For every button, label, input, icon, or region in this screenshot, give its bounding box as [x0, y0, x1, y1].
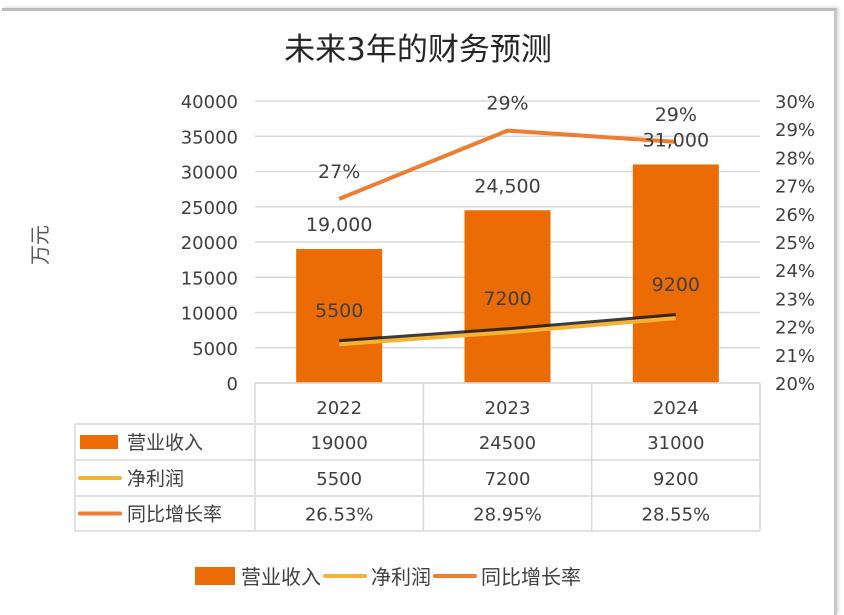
x-category-label: 2023	[485, 398, 531, 419]
legend-label: 营业收入	[241, 565, 321, 589]
y-tick-label: 0	[227, 374, 238, 395]
bar-2022	[296, 249, 383, 383]
y2-tick-label: 29%	[775, 120, 815, 141]
y2-tick-label: 20%	[775, 374, 815, 395]
profit-data-label: 9200	[652, 274, 700, 296]
y-tick-label: 15000	[181, 268, 238, 289]
profit-data-label: 7200	[483, 288, 531, 310]
growth-data-label: 29%	[655, 104, 697, 126]
bar-2024	[632, 164, 719, 383]
y2-tick-label: 22%	[775, 318, 815, 339]
table-series-name: 净利润	[127, 468, 184, 490]
profit-line	[339, 316, 677, 347]
legend-label: 同比增长率	[481, 565, 581, 589]
y-tick-label: 35000	[181, 127, 238, 148]
bar-data-label: 19,000	[306, 214, 372, 236]
growth-line	[338, 128, 676, 201]
growth-data-label: 27%	[318, 161, 360, 183]
chart-title: 未来3年的财务预测	[284, 32, 552, 68]
legend-key-bar	[80, 435, 118, 449]
y2-tick-label: 30%	[775, 92, 815, 113]
bar-data-label: 31,000	[643, 129, 709, 151]
table-cell: 19000	[311, 433, 368, 454]
y-tick-label: 30000	[181, 163, 238, 184]
table-cell: 24500	[479, 433, 536, 454]
y2-tick-label: 28%	[775, 148, 815, 169]
x-category-label: 2022	[316, 398, 362, 419]
y2-tick-label: 25%	[775, 233, 815, 254]
y2-tick-label: 26%	[775, 205, 815, 226]
profit-line-shadow	[339, 313, 677, 344]
legend-label: 净利润	[371, 565, 431, 589]
y-tick-label: 25000	[181, 198, 238, 219]
table-series-name: 同比增长率	[127, 504, 222, 526]
table-cell: 28.55%	[642, 505, 711, 526]
y-axis-label: 万元	[28, 225, 52, 265]
y2-tick-label: 21%	[775, 346, 815, 367]
y2-tick-label: 23%	[775, 289, 815, 310]
table-cell: 26.53%	[305, 505, 374, 526]
bar-2023	[464, 210, 551, 383]
table-series-name: 营业收入	[127, 432, 203, 454]
y2-tick-label: 24%	[775, 261, 815, 282]
y-tick-label: 10000	[181, 304, 238, 325]
profit-data-label: 5500	[315, 300, 363, 322]
legend-swatch-bar	[195, 567, 235, 585]
table-cell: 5500	[316, 469, 362, 490]
table-cell: 28.95%	[473, 505, 542, 526]
growth-data-label: 29%	[486, 93, 528, 115]
y-tick-label: 40000	[181, 92, 238, 113]
y2-tick-label: 27%	[775, 177, 815, 198]
table-cell: 9200	[653, 469, 699, 490]
table-cell: 31000	[647, 433, 704, 454]
table-cell: 7200	[485, 469, 531, 490]
bar-data-label: 24,500	[474, 175, 540, 197]
y-tick-label: 20000	[181, 233, 238, 254]
x-category-label: 2024	[653, 398, 699, 419]
y-tick-label: 5000	[192, 339, 238, 360]
